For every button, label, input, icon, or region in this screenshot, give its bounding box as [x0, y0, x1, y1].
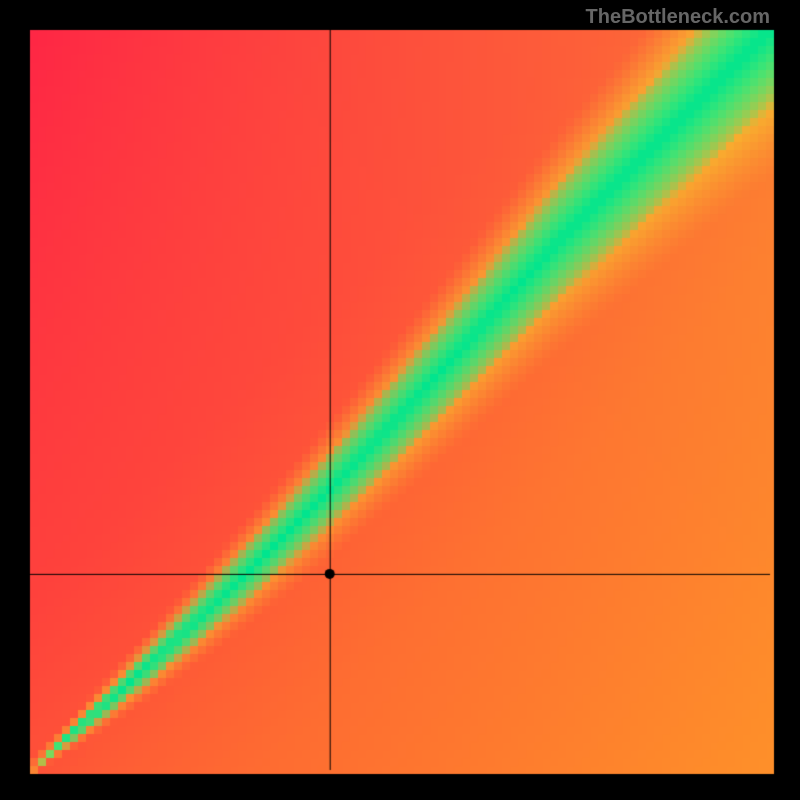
bottleneck-heatmap	[0, 0, 800, 800]
watermark-text: TheBottleneck.com	[586, 6, 770, 29]
